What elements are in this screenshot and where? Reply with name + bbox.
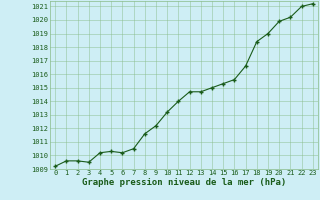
X-axis label: Graphe pression niveau de la mer (hPa): Graphe pression niveau de la mer (hPa) [82, 178, 286, 187]
